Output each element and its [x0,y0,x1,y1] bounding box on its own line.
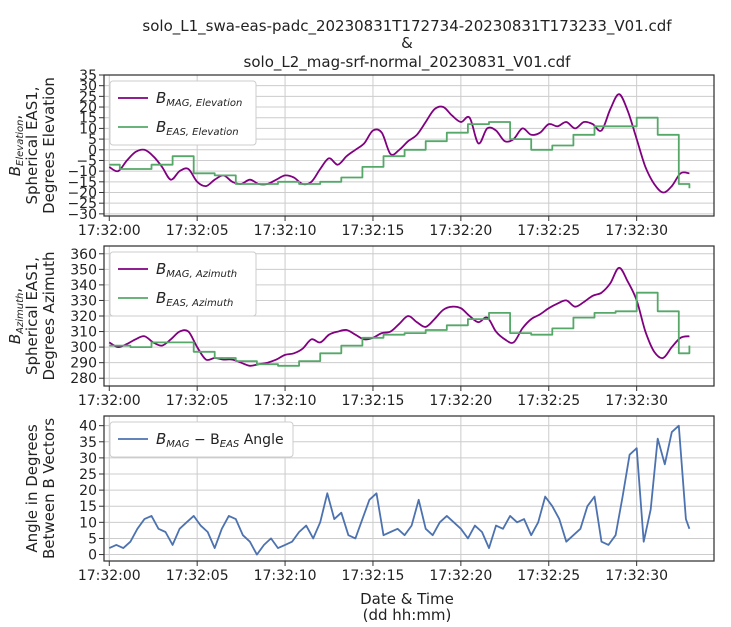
series-line-1 [108,424,691,556]
y-tick-label: 25 [79,467,97,483]
legend-label: BMAG, Elevation [156,89,242,109]
x-axis-label-line: (dd hh:mm) [363,606,452,624]
legend: BMAG, Azimuth BEAS, Azimuth [109,251,257,317]
y-tick-label: −5 [76,153,97,169]
legend-box [109,421,294,458]
y-tick-label: 25 [79,89,97,105]
series-line-2 [109,291,691,367]
x-tick-label: 17:32:15 [342,223,405,239]
y-tick-label: −25 [67,196,97,212]
x-tick-label: 17:32:00 [78,393,141,409]
y-axis-label-line: Between B Vectors [40,418,58,559]
y-tick-label: 10 [79,515,97,531]
x-tick-label: 17:32:20 [429,568,492,584]
series-group [108,424,691,556]
y-tick-label: −30 [67,207,97,223]
x-tick-label: 17:32:25 [517,393,580,409]
y-tick-label: 0 [88,548,97,564]
x-tick-label: 17:32:10 [254,568,317,584]
y-tick-label: −10 [67,164,97,180]
series-line-2 [109,116,691,189]
series-group [108,266,691,367]
legend: BMAG − BEAS Angle [109,421,294,458]
title-line-3: solo_L2_mag-srf-normal_20230831_V01.cdf [244,53,572,72]
y-tick-label: −20 [67,186,97,202]
y-axis-label-line: BElevation, [6,115,26,177]
y-tick-label: 35 [79,435,97,451]
x-tick-label: 17:32:30 [605,568,668,584]
plot-frame [103,245,715,387]
y-tick-label: 360 [70,247,97,263]
y-tick-label: 310 [70,325,97,341]
x-tick-label: 17:32:05 [166,393,229,409]
y-axis-label: BElevation, Spherical EAS1, Degrees Elevat… [6,77,58,214]
x-tick-label: 17:32:10 [254,223,317,239]
x-tick-label: 17:32:05 [166,223,229,239]
x-tick-label: 17:32:25 [517,568,580,584]
x-tick-label: 17:32:00 [78,568,141,584]
x-tick-label: 17:32:15 [342,568,405,584]
y-tick-label: 320 [70,309,97,325]
y-axis-label: BAzimuth, Spherical EAS1, Degrees Azimuth [6,252,58,381]
y-tick-label: 350 [70,262,97,278]
legend-label: BMAG − BEAS Angle [156,430,284,450]
y-tick-label: 280 [70,371,97,387]
x-tick-label: 17:32:30 [605,393,668,409]
plot-frame [103,415,715,562]
y-tick-label: 15 [79,499,97,515]
y-tick-label: 0 [88,143,97,159]
y-tick-label: 300 [70,340,97,356]
y-axis-label-line: Spherical EAS1, [23,86,41,204]
x-tick-label: 17:32:25 [517,223,580,239]
y-tick-label: 30 [79,451,97,467]
plot-frame [103,74,715,217]
x-axis-label-line: Date & Time [360,590,454,608]
y-axis-label: Angle in Degrees Between B Vectors [23,418,58,559]
x-tick-label: 17:32:20 [429,393,492,409]
y-tick-label: 30 [79,79,97,95]
y-tick-label: 330 [70,293,97,309]
title-line-1: solo_L1_swa-eas-padc_20230831T172734-202… [142,17,672,36]
y-axis-label-line: Degrees Azimuth [40,252,58,381]
x-tick-label: 17:32:15 [342,393,405,409]
x-tick-label: 17:32:30 [605,223,668,239]
y-tick-label: 340 [70,278,97,294]
y-axis-label-line: Spherical EAS1, [23,257,41,375]
series-line-1 [108,93,690,194]
legend-label: BEAS, Elevation [156,118,239,138]
x-tick-label: 17:32:10 [254,393,317,409]
y-axis-label-line: Angle in Degrees [23,424,41,552]
y-tick-label: 20 [79,100,97,116]
y-tick-label: 10 [79,121,97,137]
legend-box [109,251,257,317]
y-tick-label: 20 [79,483,97,499]
legend-label: BMAG, Azimuth [156,260,237,280]
y-tick-label: 15 [79,111,97,127]
series-group [108,93,691,194]
y-tick-label: −15 [67,175,97,191]
title-line-2: & [401,34,413,52]
y-tick-label: 5 [88,132,97,148]
x-tick-label: 17:32:20 [429,223,492,239]
y-tick-label: 5 [88,531,97,547]
legend-label: BEAS, Azimuth [156,289,233,309]
x-tick-label: 17:32:00 [78,223,141,239]
y-axis-label-line: BAzimuth, [6,288,26,344]
y-tick-label: 40 [79,419,97,435]
y-axis-label-line: Degrees Elevation [40,77,58,214]
y-tick-label: 35 [79,68,97,84]
legend: BMAG, Elevation BEAS, Elevation [109,80,257,146]
figure-title: solo_L1_swa-eas-padc_20230831T172734-202… [142,17,672,72]
x-tick-label: 17:32:05 [166,568,229,584]
legend-box [109,80,257,146]
y-tick-label: 290 [70,356,97,372]
series-line-1 [108,266,690,367]
